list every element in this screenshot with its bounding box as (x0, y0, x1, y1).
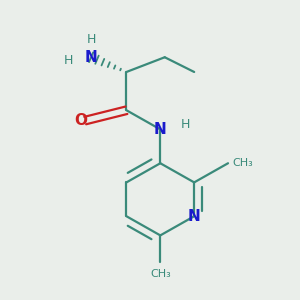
Text: CH₃: CH₃ (232, 158, 253, 168)
Text: N: N (85, 50, 98, 65)
Text: N: N (188, 209, 200, 224)
Text: H: H (86, 33, 96, 46)
Text: N: N (154, 122, 167, 137)
Text: CH₃: CH₃ (150, 269, 171, 279)
Text: H: H (64, 54, 74, 67)
Text: O: O (74, 113, 87, 128)
Text: H: H (181, 118, 190, 131)
